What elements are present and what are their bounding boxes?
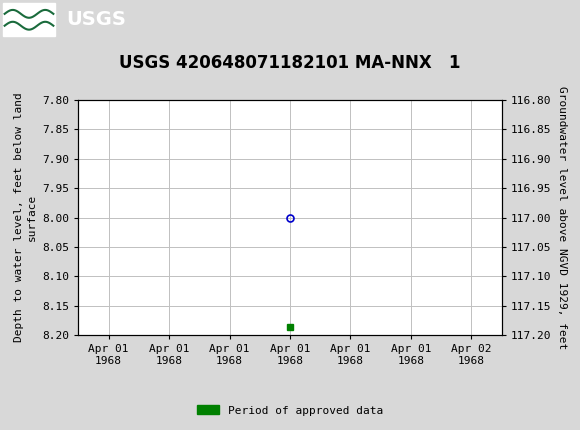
Y-axis label: Groundwater level above NGVD 1929, feet: Groundwater level above NGVD 1929, feet [557,86,567,349]
Legend: Period of approved data: Period of approved data [193,401,387,420]
Text: USGS 420648071182101 MA-NNX   1: USGS 420648071182101 MA-NNX 1 [119,54,461,72]
Text: USGS: USGS [67,10,126,29]
Y-axis label: Depth to water level, feet below land
surface: Depth to water level, feet below land su… [13,93,37,342]
Bar [3,3,55,37]
